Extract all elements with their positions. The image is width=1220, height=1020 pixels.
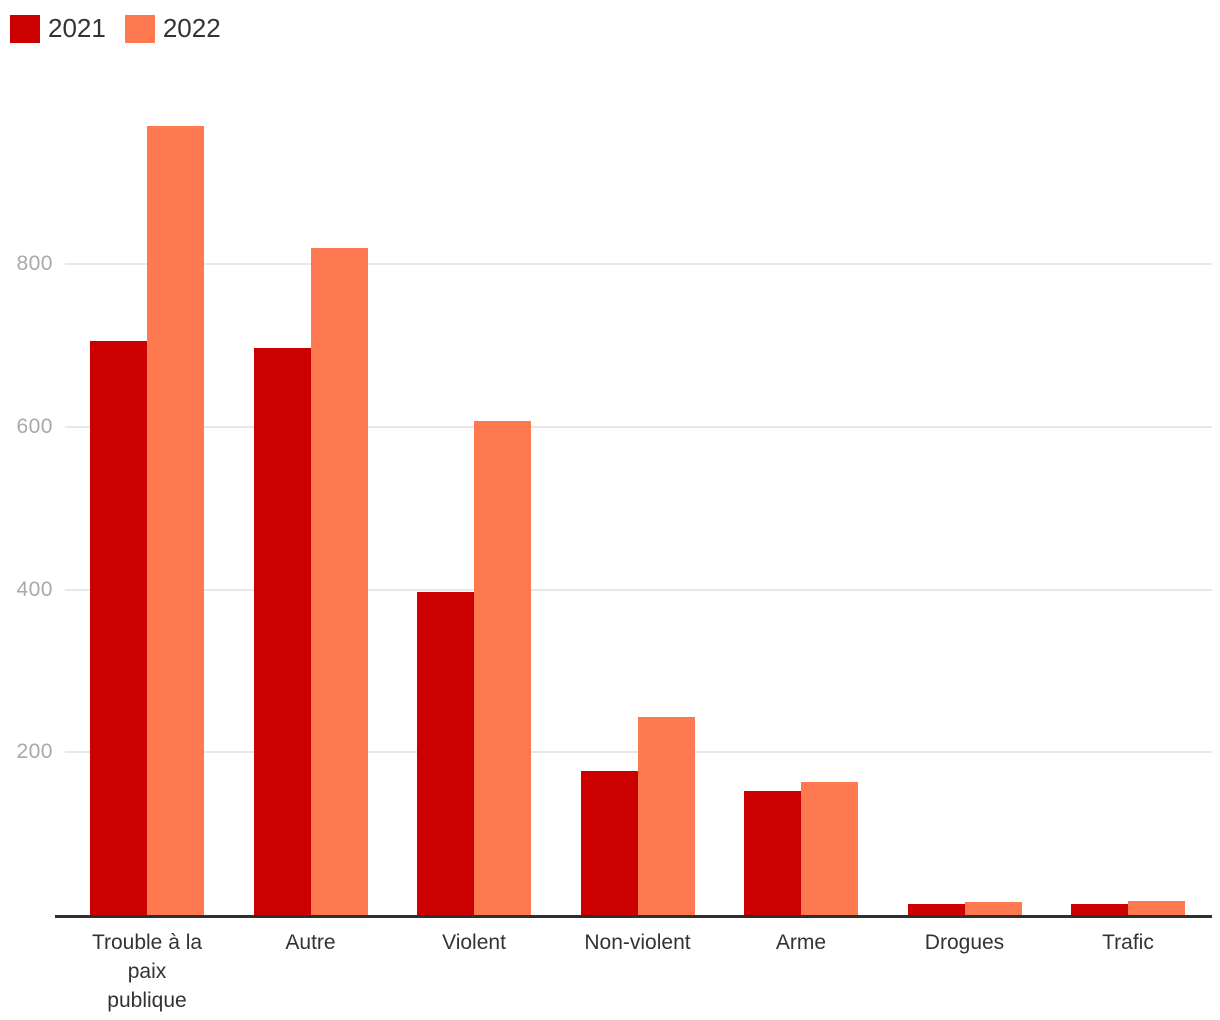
x-category-label: Violent (442, 931, 506, 954)
legend-item-2021: 2021 (10, 13, 106, 44)
bar-2021-group-2 (417, 592, 474, 915)
x-category-label: Trafic (1102, 931, 1154, 954)
bar-2022-group-4 (801, 782, 858, 915)
bar-2021-group-5 (907, 903, 965, 915)
bar-2021-group-1 (253, 347, 311, 915)
bar-2022-group-5 (964, 901, 1022, 915)
gridline-400 (65, 588, 1212, 591)
legend-swatch-2021 (10, 14, 40, 43)
bar-2022-group-0 (147, 125, 204, 915)
bar-2021-group-6 (1071, 904, 1128, 915)
x-axis-line (55, 915, 1212, 918)
legend-item-2022: 2022 (124, 13, 221, 44)
chart-legend: 2021 2022 (10, 13, 221, 44)
bar-2022-group-6 (1128, 901, 1185, 915)
legend-label-2022: 2022 (162, 13, 221, 43)
legend-label-2021: 2021 (48, 13, 106, 43)
x-category-label: Trouble à la paix publique (91, 931, 203, 1012)
x-category-label: Drogues (924, 931, 1005, 954)
bar-2021-group-3 (580, 771, 638, 915)
gridline-800 (65, 263, 1212, 266)
gridline-600 (65, 425, 1212, 428)
bar-2022-group-2 (474, 421, 531, 915)
x-category-label: Autre (285, 931, 336, 954)
bar-2021-group-0 (90, 340, 147, 915)
legend-swatch-2022 (124, 14, 155, 43)
y-tick-label-800: 800 (16, 252, 53, 276)
x-category-label: Arme (775, 931, 827, 954)
bar-2021-group-4 (744, 791, 801, 915)
bar-2022-group-3 (637, 716, 695, 915)
x-category-label: Non-violent (584, 931, 691, 954)
bar-2022-group-1 (310, 247, 368, 915)
y-tick-label-600: 600 (16, 414, 53, 438)
y-tick-label-400: 400 (16, 577, 53, 601)
y-tick-label-200: 200 (16, 740, 53, 764)
